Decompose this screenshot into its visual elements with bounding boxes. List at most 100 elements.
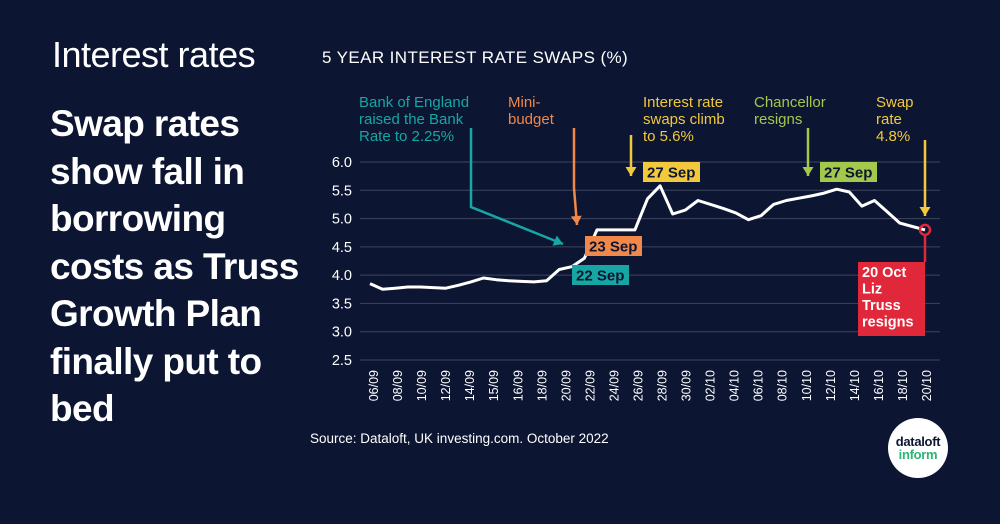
data-point xyxy=(873,199,875,201)
date-badge-swaps-box xyxy=(643,162,700,182)
y-tick-label: 4.0 xyxy=(332,268,352,284)
data-point xyxy=(381,288,383,290)
data-point xyxy=(596,229,598,231)
date-badge-boe-box xyxy=(572,265,629,285)
data-point xyxy=(520,280,522,282)
x-tick-label: 14/10 xyxy=(848,370,862,401)
data-point xyxy=(457,284,459,286)
data-point xyxy=(772,203,774,205)
source-note: Source: Dataloft, UK investing.com. Octo… xyxy=(310,431,609,446)
data-point xyxy=(684,209,686,211)
x-tick-label: 08/10 xyxy=(776,370,790,401)
annotation-arrowhead-chancellor xyxy=(802,167,814,176)
x-tick-label: 02/10 xyxy=(704,370,718,401)
annotation-arrowhead-swaprate xyxy=(919,207,931,216)
x-tick-label: 14/09 xyxy=(463,370,477,401)
date-badge-chancellor: 27 Sep xyxy=(824,165,872,182)
x-tick-label: 26/09 xyxy=(631,370,645,401)
annotation-arrow-mini xyxy=(572,128,579,226)
annotation-text-swaps: to 5.6% xyxy=(643,128,694,145)
annotation-text-swaprate: 4.8% xyxy=(876,128,910,145)
data-point xyxy=(848,191,850,193)
x-tick-label: 24/09 xyxy=(607,370,621,401)
annotation-text-truss: 20 Oct xyxy=(862,265,906,281)
annotation-arrowhead-boe xyxy=(552,235,563,246)
data-point xyxy=(419,286,421,288)
data-point xyxy=(722,207,724,209)
data-point xyxy=(508,280,510,282)
data-point xyxy=(836,188,838,190)
annotation-text-boe: Rate to 2.25% xyxy=(359,128,454,145)
data-point xyxy=(823,192,825,194)
y-tick-label: 2.5 xyxy=(332,353,352,369)
data-point xyxy=(659,185,661,187)
y-tick-label: 6.0 xyxy=(332,155,352,171)
annotation-text-mini: budget xyxy=(508,111,555,128)
x-tick-label: 18/10 xyxy=(896,370,910,401)
date-badge-mini: 23 Sep xyxy=(589,239,637,256)
data-point xyxy=(697,199,699,201)
annotation-arrowhead-mini xyxy=(570,215,582,225)
dataloft-inform-logo: dataloft inform xyxy=(888,418,948,478)
x-tick-label: 30/09 xyxy=(680,370,694,401)
annotation-box-truss xyxy=(858,262,925,336)
data-point xyxy=(608,229,610,231)
logo-text-top: dataloft xyxy=(895,434,941,449)
data-point xyxy=(369,282,371,284)
annotation-text-swaprate: Swap xyxy=(876,94,914,111)
annotation-text-swaps: Interest rate xyxy=(643,94,723,111)
x-tick-label: 10/09 xyxy=(415,370,429,401)
data-point xyxy=(899,222,901,224)
annotation-text-chancellor: Chancellor xyxy=(754,94,826,111)
section-label: Interest rates xyxy=(52,34,256,75)
data-point xyxy=(634,229,636,231)
annotation-text-boe: raised the Bank xyxy=(359,111,464,128)
x-tick-label: 20/10 xyxy=(920,370,934,401)
date-badge-swaps: 27 Sep xyxy=(647,165,695,182)
x-tick-label: 18/09 xyxy=(535,370,549,401)
x-tick-label: 08/09 xyxy=(391,370,405,401)
data-point xyxy=(470,281,472,283)
headline: Swap rates show fall in borrowing costs … xyxy=(50,103,299,429)
data-point xyxy=(760,215,762,217)
data-point xyxy=(558,268,560,270)
x-tick-label: 06/09 xyxy=(367,370,381,401)
series-line xyxy=(369,184,926,291)
data-point xyxy=(798,197,800,199)
annotation-text-truss: Truss xyxy=(862,298,901,314)
logo-text-bottom: inform xyxy=(898,447,938,462)
x-tick-label: 16/10 xyxy=(872,370,886,401)
data-point xyxy=(709,203,711,205)
y-tick-label: 5.0 xyxy=(332,212,352,228)
x-tick-label: 15/09 xyxy=(487,370,501,401)
data-point xyxy=(911,225,913,227)
data-point xyxy=(495,278,497,280)
data-point xyxy=(394,287,396,289)
data-point xyxy=(861,205,863,207)
data-point xyxy=(886,211,888,213)
annotation-text-swaprate: rate xyxy=(876,111,902,128)
x-tick-label: 28/09 xyxy=(656,370,670,401)
y-tick-label: 4.5 xyxy=(332,240,352,256)
y-tick-label: 3.0 xyxy=(332,325,352,341)
x-tick-label: 04/10 xyxy=(728,370,742,401)
data-point xyxy=(646,198,648,200)
data-point xyxy=(747,219,749,221)
annotation-arrowhead-swaps xyxy=(625,167,637,176)
data-point xyxy=(924,229,926,231)
data-point xyxy=(810,195,812,197)
data-point xyxy=(672,213,674,215)
annotation-text-chancellor: resigns xyxy=(754,111,802,128)
x-tick-label: 20/09 xyxy=(559,370,573,401)
annotation-text-truss: resigns xyxy=(862,315,914,331)
date-badge-mini-box xyxy=(585,236,642,256)
x-tick-label: 06/10 xyxy=(752,370,766,401)
data-point xyxy=(735,212,737,214)
end-point-marker xyxy=(918,223,932,237)
y-tick-label: 3.5 xyxy=(332,296,352,312)
data-point xyxy=(407,286,409,288)
chart-title: 5 YEAR INTEREST RATE SWAPS (%) xyxy=(322,48,629,67)
annotation-text-boe: Bank of England xyxy=(359,94,469,111)
data-point xyxy=(432,286,434,288)
data-point xyxy=(444,287,446,289)
